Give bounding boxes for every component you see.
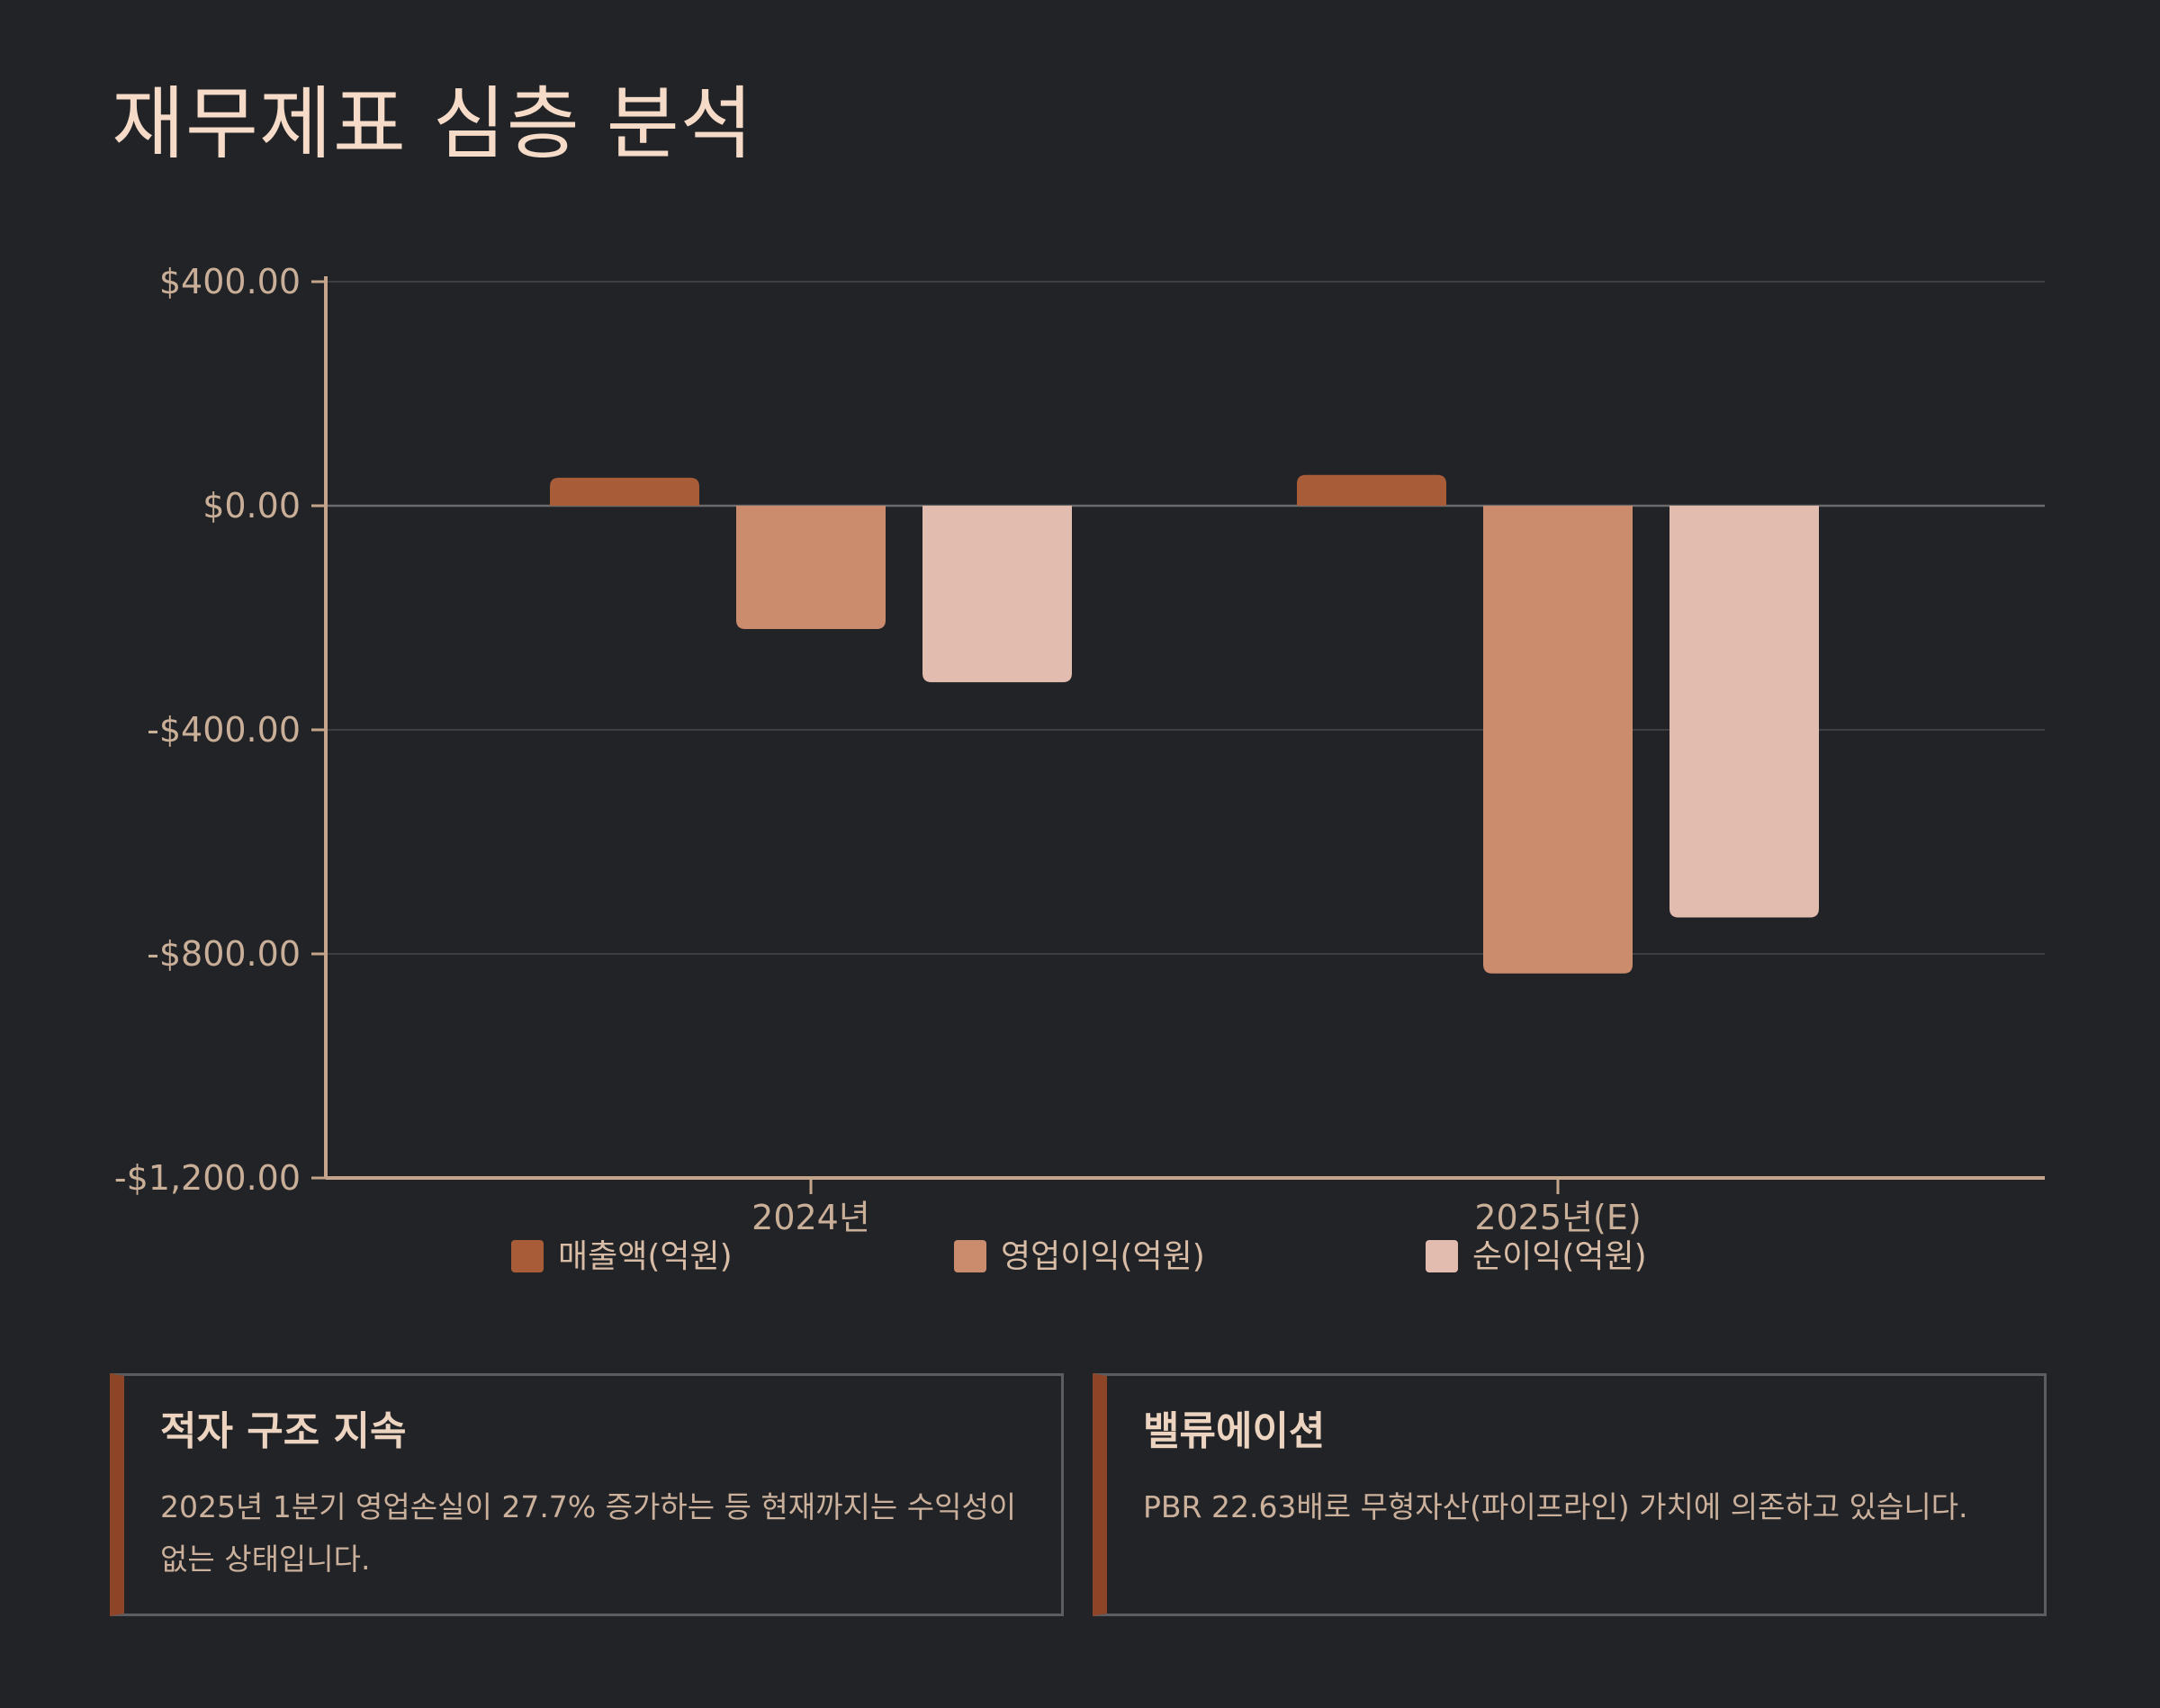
legend-swatch bbox=[511, 1240, 544, 1272]
insight-card-deficit: 적자 구조 지속 2025년 1분기 영업손실이 27.7% 증가하는 등 현재… bbox=[110, 1373, 1064, 1616]
x-tick-label: 2024년 bbox=[752, 1198, 870, 1237]
bar-0-2 bbox=[922, 506, 1072, 683]
insight-card-valuation: 밸류에이션 PBR 22.63배로 무형자산(파이프라인) 가치에 의존하고 있… bbox=[1093, 1373, 2047, 1616]
y-tick-label: $400.00 bbox=[159, 262, 301, 301]
y-tick-label: -$1,200.00 bbox=[114, 1158, 301, 1198]
bar-1-0 bbox=[1297, 474, 1446, 506]
card-title: 적자 구조 지속 bbox=[160, 1408, 407, 1454]
page-title: 재무제표 심층 분석 bbox=[112, 77, 754, 170]
y-tick-label: -$400.00 bbox=[147, 710, 301, 750]
legend-swatch bbox=[954, 1240, 986, 1272]
card-title: 밸류에이션 bbox=[1143, 1408, 1326, 1454]
x-tick-label: 2025년(E) bbox=[1474, 1198, 1641, 1237]
bar-0-0 bbox=[550, 477, 699, 506]
legend-label: 영업이익(억원) bbox=[1001, 1238, 1205, 1275]
bar-1-1 bbox=[1483, 506, 1633, 974]
card-text: 2025년 1분기 영업손실이 27.7% 증가하는 등 현재까지는 수익성이 … bbox=[160, 1488, 1017, 1577]
legend-swatch bbox=[1426, 1240, 1458, 1272]
y-tick-label: -$800.00 bbox=[147, 934, 301, 974]
bar-0-1 bbox=[736, 506, 886, 629]
bar-1-2 bbox=[1670, 506, 1819, 918]
financial-bar-chart: $400.00 $0.00 -$400.00 -$800.00 -$1,200.00 20… bbox=[114, 262, 2045, 1275]
y-tick-label: $0.00 bbox=[202, 486, 301, 526]
card-text: PBR 22.63배로 무형자산(파이프라인) 가치에 의존하고 있습니다. bbox=[1143, 1488, 1968, 1524]
legend-label: 매출액(억원) bbox=[558, 1238, 733, 1275]
legend-label: 순이익(억원) bbox=[1472, 1238, 1647, 1275]
